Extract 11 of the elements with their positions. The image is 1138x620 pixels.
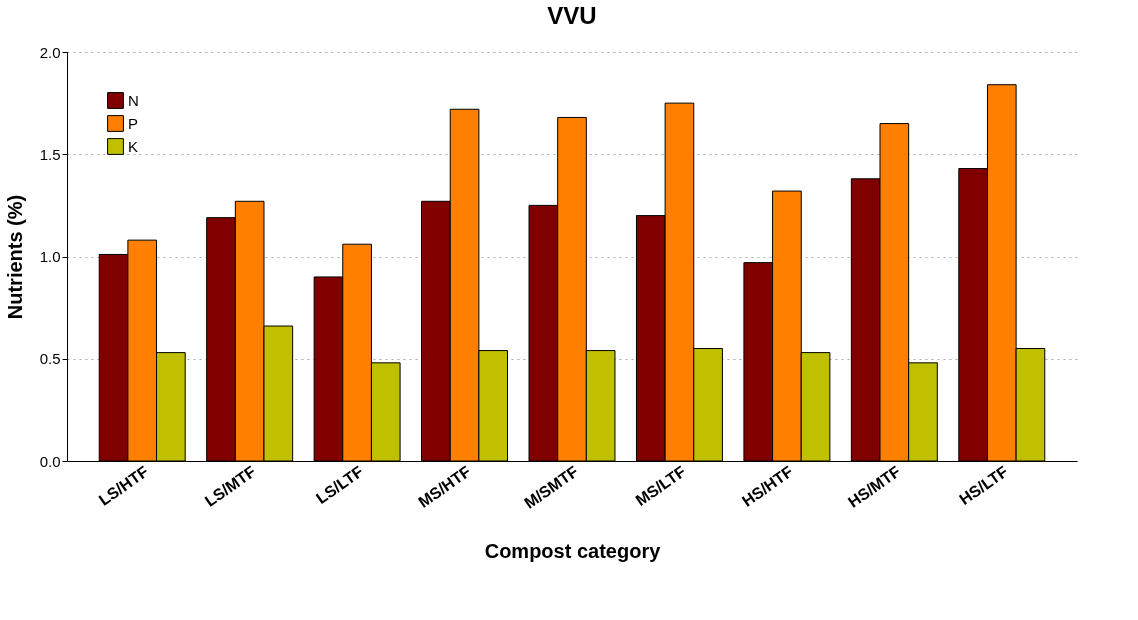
y-tick-label: 0.0 <box>39 452 61 470</box>
y-axis-title: Nutrients (%) <box>3 194 26 320</box>
y-tick-label: 1.5 <box>39 145 61 163</box>
y-tick-label: 0.5 <box>39 350 61 368</box>
legend-label: N <box>128 91 139 109</box>
y-tick-label: 1.0 <box>39 248 61 265</box>
legend-label: P <box>128 114 139 132</box>
chart-title: VVU <box>547 2 597 29</box>
x-axis-title: Compost category <box>484 539 662 562</box>
legend-label: K <box>128 137 139 155</box>
y-tick-label: 2.0 <box>39 43 61 61</box>
